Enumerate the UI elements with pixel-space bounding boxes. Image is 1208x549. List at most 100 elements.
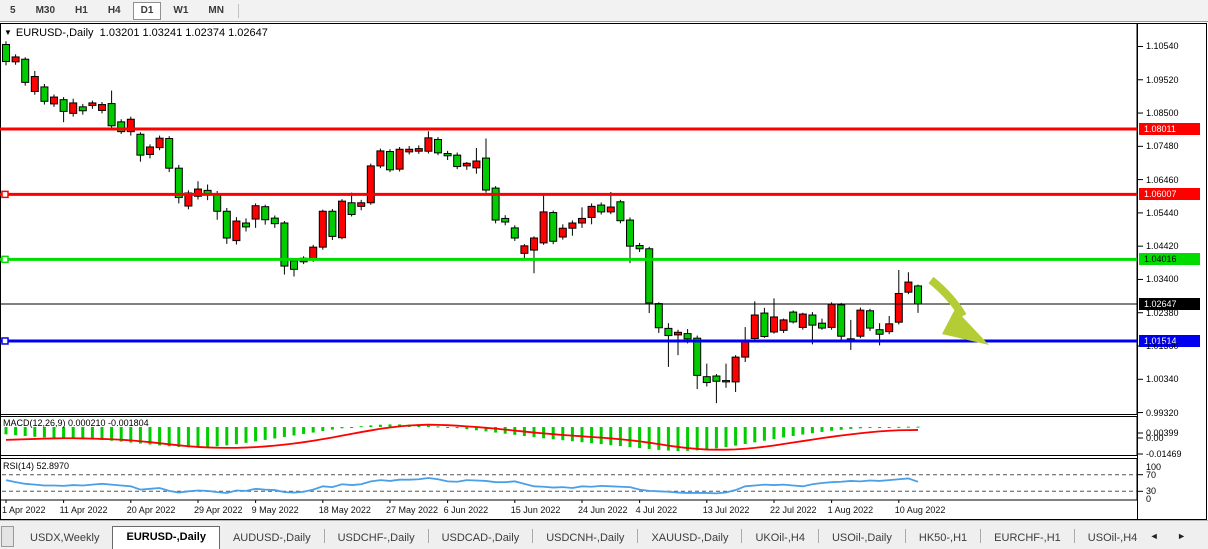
- candle-bear: [549, 212, 558, 242]
- macd-histogram-bar: [609, 427, 613, 446]
- symbol-tab-eurchf-h1[interactable]: EURCHF-,H1: [994, 532, 1061, 544]
- price-line-badge: 1.06007: [1139, 188, 1200, 201]
- candle-bull: [894, 292, 903, 323]
- symbol-tab-eurusd-daily[interactable]: EURUSD-,Daily: [112, 526, 220, 549]
- candle-bear: [789, 311, 798, 323]
- symbol-tab-audusd-daily[interactable]: AUDUSD-,Daily: [232, 532, 311, 544]
- symbol-tab-usdx-weekly[interactable]: USDX,Weekly: [30, 532, 100, 544]
- date-axis-label: 24 Jun 2022: [578, 505, 628, 515]
- symbol-tab-usoil-daily[interactable]: USOil-,Daily: [831, 532, 892, 544]
- chevron-down-icon[interactable]: ▼: [4, 28, 12, 37]
- macd-histogram-bar: [62, 427, 66, 439]
- macd-histogram-bar: [129, 427, 133, 443]
- candle-bull: [155, 137, 164, 149]
- macd-histogram-bar: [148, 427, 152, 445]
- macd-histogram-bar: [4, 427, 8, 435]
- macd-histogram-bar: [705, 427, 709, 450]
- macd-histogram-bar: [628, 427, 632, 448]
- timeframe-button-h4[interactable]: H4: [107, 4, 121, 16]
- timeframe-button-w1[interactable]: W1: [173, 4, 189, 16]
- trend-arrow-shaft[interactable]: [928, 276, 967, 319]
- price-scale-label: 1.09520: [1146, 74, 1179, 85]
- symbol-tab-usdcnh-daily[interactable]: USDCNH-,Daily: [546, 532, 625, 544]
- candle-bear: [213, 193, 222, 212]
- tab-scroll-arrows[interactable]: ◄ ►: [1149, 531, 1194, 541]
- price-scale-label: 1.03400: [1146, 274, 1179, 285]
- candle-bull: [98, 104, 106, 111]
- macd-histogram-bar: [551, 427, 555, 440]
- trend-arrow-head[interactable]: [942, 309, 989, 345]
- symbol-tab-usdcad-daily[interactable]: USDCAD-,Daily: [441, 532, 520, 544]
- macd-histogram-bar: [762, 427, 766, 441]
- macd-histogram-bar: [887, 427, 891, 428]
- candle-bull: [856, 309, 865, 337]
- macd-histogram-bar: [849, 427, 853, 429]
- candle-bull: [366, 165, 375, 204]
- macd-histogram-bar: [292, 427, 296, 436]
- symbol-tab-ukoil-h4[interactable]: UKOil-,H4: [755, 532, 805, 544]
- symbol-tab-xauusd-daily[interactable]: XAUUSD-,Daily: [651, 532, 729, 544]
- line-drag-handle[interactable]: [1, 190, 9, 199]
- candle-bull: [904, 281, 913, 293]
- macd-histogram-bar: [158, 427, 162, 446]
- macd-indicator-label: MACD(12,26,9) 0.000210 -0.001804: [3, 418, 149, 428]
- candle-bear: [328, 210, 337, 237]
- price-scale-label: 1.05440: [1146, 207, 1179, 218]
- symbol-tab-hk50-h1[interactable]: HK50-,H1: [918, 532, 968, 544]
- macd-histogram-bar: [417, 425, 421, 427]
- price-scale-label: 1.08500: [1146, 108, 1179, 119]
- price-scale-label: 1.06460: [1146, 174, 1179, 185]
- candle-bear: [107, 103, 116, 127]
- candle-bull: [520, 245, 529, 254]
- candle-bull: [376, 150, 385, 167]
- macd-histogram-bar: [868, 427, 872, 428]
- macd-histogram-bar: [311, 427, 315, 433]
- macd-histogram-bar: [782, 427, 786, 438]
- line-drag-handle[interactable]: [1, 337, 9, 345]
- tab-separator: [1073, 529, 1075, 543]
- macd-histogram-bar: [772, 427, 776, 440]
- candle-bear: [501, 217, 510, 223]
- macd-histogram-bar: [263, 427, 267, 440]
- timeframe-button-d1[interactable]: D1: [132, 1, 162, 20]
- symbol-tab-usdchf-daily[interactable]: USDCHF-,Daily: [337, 532, 415, 544]
- tab-separator: [741, 529, 743, 543]
- date-axis-label: 4 Jul 2022: [635, 505, 678, 515]
- line-drag-handle[interactable]: [1, 255, 9, 264]
- macd-histogram-bar: [215, 427, 219, 447]
- macd-histogram-bar: [455, 427, 459, 429]
- date-axis-label: 11 Apr 2022: [59, 505, 108, 515]
- timeframe-button-mn[interactable]: MN: [208, 4, 224, 16]
- macd-histogram-bar: [830, 427, 834, 431]
- candle-bull: [606, 206, 615, 213]
- candle-bear: [117, 121, 126, 133]
- rsi-scale-label: 70: [1146, 470, 1157, 480]
- candle-bull: [146, 146, 154, 155]
- macd-histogram-bar: [590, 427, 594, 444]
- macd-histogram-bar: [858, 427, 862, 429]
- macd-histogram-bar: [647, 427, 651, 450]
- candle-bull: [472, 160, 481, 169]
- chart-ohlc-values: 1.03201 1.03241 1.02374 1.02647: [99, 27, 268, 39]
- date-axis-label: 20 Apr 2022: [126, 505, 176, 515]
- macd-histogram-bar: [580, 427, 584, 443]
- candle-bear: [290, 260, 298, 270]
- rsi-panel[interactable]: [0, 458, 1138, 501]
- timeframe-button-5[interactable]: 5: [10, 4, 16, 16]
- macd-histogram-bar: [23, 427, 27, 436]
- candle-bear: [866, 310, 874, 329]
- main-price-panel[interactable]: [0, 23, 1138, 415]
- symbol-tab-usoil-h4[interactable]: USOil-,H4: [1087, 532, 1138, 544]
- date-axis-label: 10 Aug 2022: [894, 505, 946, 515]
- macd-histogram-bar: [810, 427, 814, 434]
- timeframe-button-h1[interactable]: H1: [75, 4, 88, 16]
- candle-bear: [347, 202, 356, 216]
- macd-histogram-bar: [820, 427, 824, 432]
- candle-bear: [270, 217, 279, 225]
- timeframe-button-m30[interactable]: M30: [35, 4, 56, 16]
- macd-histogram-bar: [302, 427, 306, 435]
- macd-histogram-bar: [244, 427, 248, 443]
- macd-histogram-bar: [71, 427, 75, 439]
